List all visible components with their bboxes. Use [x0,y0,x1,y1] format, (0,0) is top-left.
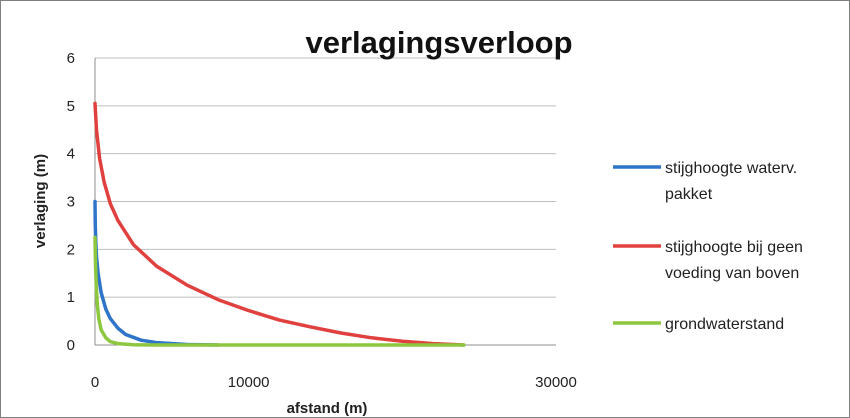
series-line-2 [93,101,466,347]
y-tick-label: 6 [67,50,75,67]
series-line-1 [93,199,220,347]
gridlines [95,57,556,298]
y-tick-label: 5 [67,98,75,115]
series-line-3 [93,235,466,347]
y-tick-label: 0 [67,337,75,354]
chart-title: verlagingsverloop [305,25,572,60]
legend-label-1: pakket [665,186,713,203]
legend-label-3: grondwaterstand [665,316,784,333]
x-tick-label: 30000 [535,374,577,391]
x-axis-title: afstand (m) [287,400,368,417]
x-tick-label: 10000 [228,374,270,391]
series-lines [93,101,466,347]
y-tick-labels: 0 1 2 3 4 5 6 [67,50,75,354]
legend: stijghoogte waterv. pakket stijghoogte bij… [613,160,803,333]
y-tick-label: 3 [67,194,75,211]
legend-label-2: stijghoogte bij geen [665,239,803,256]
y-tick-label: 4 [67,146,75,163]
legend-label-1: stijghoogte waterv. [665,160,797,177]
x-tick-label: 0 [91,374,99,391]
y-tick-label: 1 [67,289,75,306]
x-tick-labels: 0 10000 30000 [91,374,577,391]
y-axis-title: verlaging (m) [32,154,49,248]
legend-label-2: voeding van boven [665,265,799,282]
y-tick-label: 2 [67,241,75,258]
